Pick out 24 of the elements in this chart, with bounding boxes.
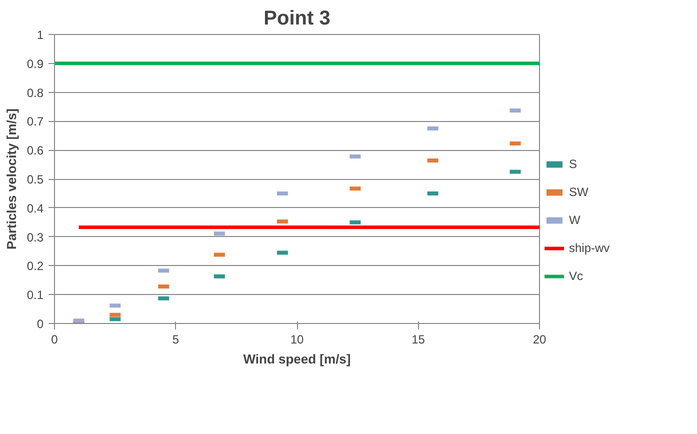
y-tick-label: 0.9 [26,56,44,71]
legend-label: ship-wv [569,241,611,255]
x-tick-label: 0 [51,332,58,346]
y-tick-label: 0.5 [26,172,44,186]
y-tick-label: 0.2 [26,259,44,274]
x-tick-label: 15 [412,332,426,346]
chart-title: Point 3 [264,8,330,30]
x-tick-label: 20 [532,332,546,346]
legend-label: SW [569,185,590,199]
x-tick-label: 10 [290,332,304,346]
x-axis-title: Wind speed [m/s] [243,352,351,366]
y-tick-label: 0.8 [26,86,44,100]
y-tick-label: 0.3 [26,230,44,244]
legend-label: S [569,157,578,171]
y-tick-label: 0.4 [26,201,44,216]
y-tick-label: 0.1 [26,288,44,302]
legend-label: W [569,213,582,227]
y-tick-label: 0.6 [26,144,44,158]
x-tick-label: 5 [172,332,180,346]
legend-label: Vc [569,269,584,283]
y-tick-label: 0.7 [26,114,44,129]
y-tick-label: 1 [36,28,44,42]
y-axis-title: Particles velocity [m/s] [4,108,19,250]
y-tick-label: 0 [36,317,44,331]
